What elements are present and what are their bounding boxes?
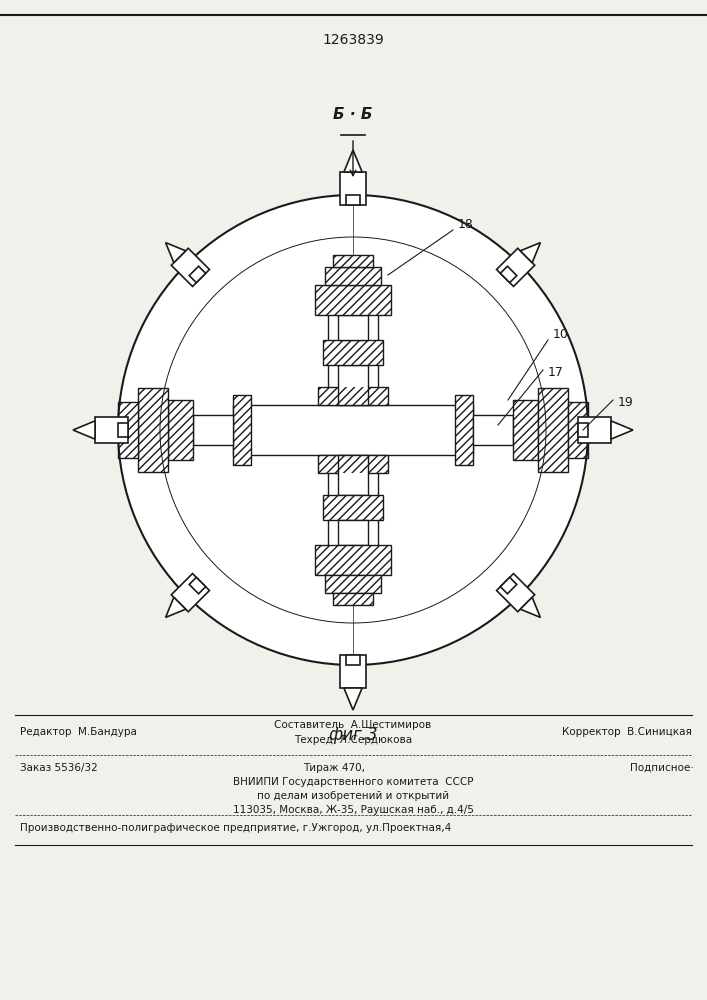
Bar <box>538 388 568 472</box>
Polygon shape <box>95 417 128 443</box>
Bar <box>333 593 373 605</box>
Bar <box>338 520 368 545</box>
Bar <box>315 285 391 315</box>
Bar <box>315 545 391 575</box>
Bar <box>325 267 381 285</box>
Bar <box>323 340 383 365</box>
Bar <box>323 495 383 520</box>
Polygon shape <box>346 655 360 665</box>
Text: 1263839: 1263839 <box>322 33 384 47</box>
Polygon shape <box>520 243 540 263</box>
Text: Корректор  В.Синицкая: Корректор В.Синицкая <box>562 727 692 737</box>
Bar <box>168 400 193 460</box>
Bar <box>318 455 388 473</box>
Bar <box>338 315 368 340</box>
Bar <box>118 402 138 458</box>
Bar <box>318 387 388 405</box>
Polygon shape <box>501 266 517 283</box>
Polygon shape <box>340 655 366 688</box>
Bar <box>138 388 168 472</box>
Bar <box>318 455 388 473</box>
Bar <box>168 400 193 460</box>
Text: 113035, Москва, Ж-35, Раушская наб., д.4/5: 113035, Москва, Ж-35, Раушская наб., д.4… <box>233 805 474 815</box>
Bar <box>315 285 391 315</box>
Polygon shape <box>118 195 588 665</box>
Text: 18: 18 <box>458 219 474 232</box>
Bar <box>325 575 381 593</box>
Bar <box>333 255 373 267</box>
Polygon shape <box>171 248 209 286</box>
Text: Составитель  А.Шестимиров: Составитель А.Шестимиров <box>274 720 432 730</box>
Text: Производственно-полиграфическое предприятие, г.Ужгород, ул.Проектная,4: Производственно-полиграфическое предприя… <box>20 823 451 833</box>
Bar <box>118 402 138 458</box>
Bar <box>568 402 588 458</box>
Bar <box>568 402 588 458</box>
Polygon shape <box>165 597 186 617</box>
Polygon shape <box>578 423 588 437</box>
Bar <box>325 267 381 285</box>
Polygon shape <box>165 243 186 263</box>
Polygon shape <box>189 577 206 594</box>
Bar <box>233 395 251 465</box>
Text: по делам изобретений и открытий: по делам изобретений и открытий <box>257 791 449 801</box>
Text: 19: 19 <box>618 395 633 408</box>
Text: Б · Б: Б · Б <box>333 107 373 122</box>
Bar <box>233 395 251 465</box>
Bar <box>513 400 538 460</box>
Bar <box>338 455 368 495</box>
Polygon shape <box>346 195 360 205</box>
Polygon shape <box>578 417 611 443</box>
Polygon shape <box>611 421 633 439</box>
Polygon shape <box>73 421 95 439</box>
Text: 17: 17 <box>548 365 564 378</box>
Bar <box>328 310 378 550</box>
Text: Заказ 5536/32: Заказ 5536/32 <box>20 763 98 773</box>
Polygon shape <box>340 172 366 205</box>
Bar <box>333 255 373 267</box>
Polygon shape <box>171 574 209 612</box>
Text: ВНИИПИ Государственного комитета  СССР: ВНИИПИ Государственного комитета СССР <box>233 777 473 787</box>
Bar <box>323 340 383 365</box>
Polygon shape <box>118 423 128 437</box>
Text: Тираж 470,: Тираж 470, <box>303 763 365 773</box>
Bar <box>455 395 473 465</box>
Text: 10: 10 <box>553 328 569 342</box>
Text: Редактор  М.Бандура: Редактор М.Бандура <box>20 727 137 737</box>
Bar <box>338 365 368 405</box>
Bar <box>455 395 473 465</box>
Polygon shape <box>189 266 206 283</box>
Polygon shape <box>501 577 517 594</box>
Text: Подписное·: Подписное· <box>630 763 694 773</box>
Polygon shape <box>344 688 362 710</box>
Text: Техред  Л.Сердюкова: Техред Л.Сердюкова <box>294 735 412 745</box>
Bar <box>318 387 388 405</box>
Bar <box>473 415 513 445</box>
Bar <box>138 388 168 472</box>
Polygon shape <box>344 150 362 172</box>
Polygon shape <box>496 248 534 286</box>
Bar <box>193 415 233 445</box>
Bar <box>315 545 391 575</box>
Polygon shape <box>520 597 540 617</box>
Polygon shape <box>496 574 534 612</box>
Bar <box>513 400 538 460</box>
Bar <box>538 388 568 472</box>
Bar <box>233 405 473 455</box>
Text: фиг.3: фиг.3 <box>328 726 378 744</box>
Bar <box>325 575 381 593</box>
Bar <box>333 593 373 605</box>
Bar <box>323 495 383 520</box>
